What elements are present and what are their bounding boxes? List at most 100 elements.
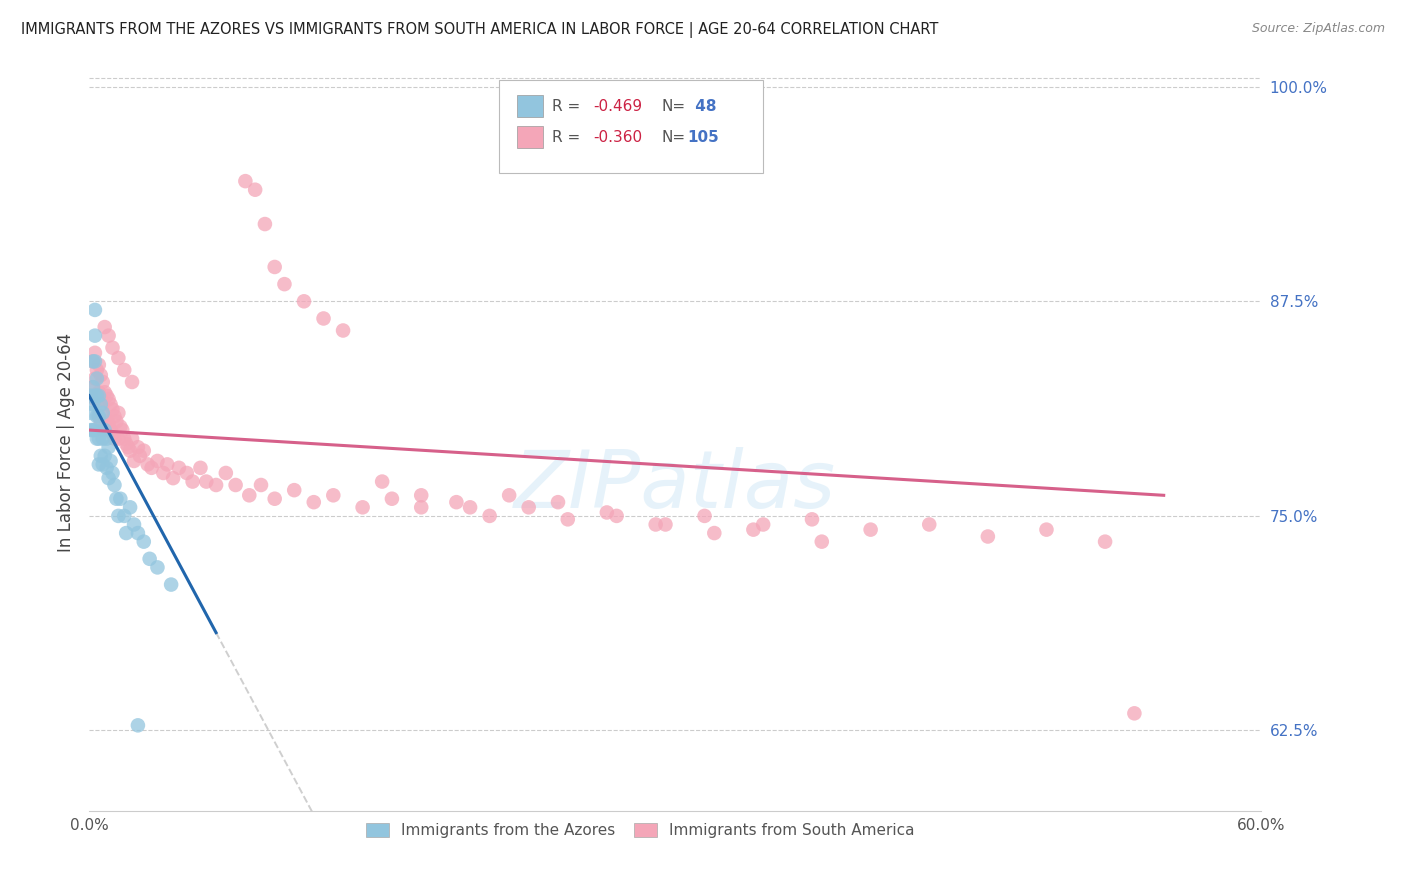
Point bbox=[162, 471, 184, 485]
Point bbox=[190, 460, 212, 475]
Point bbox=[547, 495, 569, 509]
Point bbox=[90, 392, 112, 406]
Point bbox=[93, 320, 115, 334]
Point bbox=[90, 449, 112, 463]
Point bbox=[97, 328, 120, 343]
Point bbox=[103, 409, 125, 424]
Point bbox=[86, 432, 108, 446]
Point bbox=[121, 375, 143, 389]
Point bbox=[225, 478, 247, 492]
Point bbox=[263, 491, 285, 506]
Point bbox=[93, 423, 115, 437]
Point bbox=[127, 440, 149, 454]
Point bbox=[105, 491, 128, 506]
Point bbox=[80, 389, 103, 403]
Point bbox=[96, 432, 118, 446]
Point bbox=[86, 409, 108, 424]
Point bbox=[115, 526, 138, 541]
Point bbox=[84, 302, 107, 317]
Point bbox=[90, 397, 112, 411]
Point bbox=[87, 385, 110, 400]
Point bbox=[117, 440, 139, 454]
Point bbox=[107, 432, 129, 446]
Point bbox=[742, 523, 765, 537]
Point bbox=[138, 551, 160, 566]
Point bbox=[181, 475, 204, 489]
Point bbox=[283, 483, 305, 497]
Point bbox=[120, 500, 142, 515]
Point bbox=[96, 389, 118, 403]
Point bbox=[101, 426, 124, 441]
FancyBboxPatch shape bbox=[499, 80, 763, 173]
Point bbox=[557, 512, 579, 526]
Point bbox=[97, 416, 120, 430]
Point bbox=[352, 500, 374, 515]
Point bbox=[87, 432, 110, 446]
Point bbox=[693, 508, 716, 523]
Point bbox=[80, 423, 103, 437]
Point bbox=[100, 423, 122, 437]
Point bbox=[253, 217, 276, 231]
Point bbox=[977, 529, 1000, 543]
Point bbox=[84, 389, 107, 403]
Point bbox=[87, 389, 110, 403]
Point bbox=[90, 423, 112, 437]
Point bbox=[596, 506, 619, 520]
Legend: Immigrants from the Azores, Immigrants from South America: Immigrants from the Azores, Immigrants f… bbox=[360, 817, 921, 844]
Point bbox=[80, 406, 103, 420]
Point bbox=[302, 495, 325, 509]
Point bbox=[84, 354, 107, 368]
Point bbox=[103, 478, 125, 492]
Point bbox=[146, 560, 169, 574]
Text: IMMIGRANTS FROM THE AZORES VS IMMIGRANTS FROM SOUTH AMERICA IN LABOR FORCE | AGE: IMMIGRANTS FROM THE AZORES VS IMMIGRANTS… bbox=[21, 22, 938, 38]
Point bbox=[82, 354, 104, 368]
Point bbox=[215, 466, 238, 480]
Point bbox=[205, 478, 228, 492]
Point bbox=[332, 324, 354, 338]
Point bbox=[96, 460, 118, 475]
Point bbox=[478, 508, 501, 523]
Text: R =: R = bbox=[553, 129, 585, 145]
Point bbox=[1035, 523, 1057, 537]
Point bbox=[91, 375, 114, 389]
Point bbox=[195, 475, 218, 489]
Point bbox=[446, 495, 468, 509]
Point bbox=[101, 466, 124, 480]
Point bbox=[97, 392, 120, 406]
FancyBboxPatch shape bbox=[517, 95, 543, 117]
Point bbox=[273, 277, 295, 292]
Point bbox=[84, 423, 107, 437]
Point bbox=[859, 523, 882, 537]
Point bbox=[127, 526, 149, 541]
Point bbox=[156, 458, 179, 472]
Point bbox=[703, 526, 725, 541]
Point bbox=[752, 517, 775, 532]
Point bbox=[90, 415, 112, 429]
Point bbox=[1123, 706, 1146, 721]
Point bbox=[112, 363, 135, 377]
Point bbox=[110, 491, 132, 506]
Point bbox=[96, 415, 118, 429]
Point bbox=[132, 534, 155, 549]
Point bbox=[107, 406, 129, 420]
Point bbox=[517, 500, 540, 515]
Point bbox=[100, 454, 122, 468]
Point bbox=[132, 443, 155, 458]
Point bbox=[644, 517, 666, 532]
Point bbox=[101, 402, 124, 417]
Point bbox=[101, 341, 124, 355]
Point bbox=[243, 183, 266, 197]
Point bbox=[146, 454, 169, 468]
Point bbox=[80, 389, 103, 403]
Point bbox=[498, 488, 520, 502]
FancyBboxPatch shape bbox=[517, 126, 543, 148]
Point bbox=[292, 294, 315, 309]
Point bbox=[810, 534, 832, 549]
Point bbox=[91, 423, 114, 437]
Point bbox=[263, 260, 285, 274]
Point bbox=[122, 517, 145, 532]
Text: Source: ZipAtlas.com: Source: ZipAtlas.com bbox=[1251, 22, 1385, 36]
Text: 48: 48 bbox=[690, 99, 717, 113]
Point bbox=[127, 718, 149, 732]
Point bbox=[82, 423, 104, 437]
